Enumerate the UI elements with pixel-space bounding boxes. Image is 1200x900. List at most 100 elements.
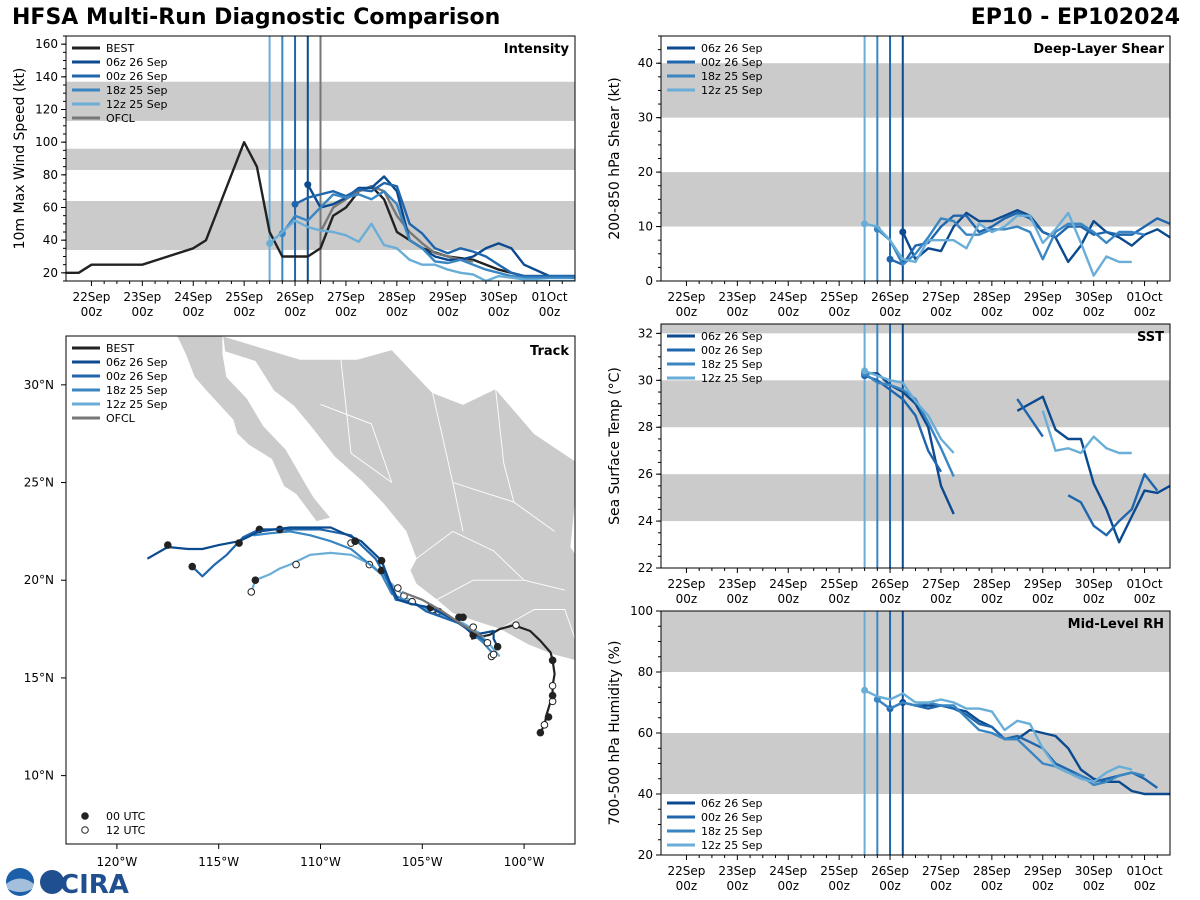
intensity-xtick-hour-7: 00z [437, 305, 459, 319]
cira-logo-text: CIRA [60, 870, 129, 900]
intensity-ytick-label-7: 160 [35, 37, 58, 51]
intensity-xtick-day-1: 23Sep [123, 290, 161, 304]
cira-logo: CIRA [6, 868, 129, 900]
storm-id: EP10 - EP102024 [970, 5, 1180, 30]
shear-series-start-3 [861, 220, 869, 228]
sst-xtick-day-3: 25Sep [820, 577, 858, 591]
shear-xtick-day-0: 22Sep [668, 290, 706, 304]
intensity-legend-label-4: 12z 25 Sep [106, 98, 168, 111]
shear-series-start-0 [899, 228, 907, 236]
shear-xtick-day-5: 27Sep [922, 290, 960, 304]
sst-xtick-day-6: 28Sep [973, 577, 1011, 591]
sst-ytick-label-2: 26 [638, 467, 653, 481]
track-marker-legend-symbol-1 [81, 826, 89, 834]
rh-xtick-day-2: 24Sep [769, 864, 807, 878]
rh-ytick-label-4: 100 [630, 604, 653, 618]
sst-xtick-hour-7: 00z [1032, 592, 1054, 606]
sst-band-2 [661, 324, 1170, 334]
intensity-xtick-day-5: 27Sep [327, 290, 365, 304]
rh-ytick-label-0: 20 [638, 848, 653, 862]
intensity-series-4 [281, 190, 575, 279]
rh-xtick-day-3: 25Sep [820, 864, 858, 878]
track-marker [512, 621, 520, 629]
rh-xtick-hour-8: 00z [1083, 879, 1105, 893]
intensity-xtick-hour-2: 00z [182, 305, 204, 319]
intensity-xtick-day-9: 01Oct [532, 290, 568, 304]
sst-xtick-day-7: 29Sep [1024, 577, 1062, 591]
shear-ytick-label-2: 20 [638, 165, 653, 179]
rh-legend-label-2: 18z 25 Sep [701, 825, 763, 838]
shear-band-1 [661, 63, 1170, 118]
track-marker [483, 638, 492, 647]
shear-xtick-day-9: 01Oct [1127, 290, 1163, 304]
track-ytick-label-1: 15°N [24, 671, 54, 685]
intensity-ytick-label-1: 40 [43, 233, 58, 247]
sst-series-start-6 [861, 367, 869, 375]
rh-band-0 [661, 733, 1170, 794]
shear-xtick-hour-4: 00z [879, 305, 901, 319]
intensity-legend-label-0: BEST [106, 42, 134, 55]
sst-panel: 22242628303222Sep00z23Sep00z24Sep00z25Se… [607, 323, 1171, 606]
cira-emblem [40, 870, 64, 894]
rh-band-1 [661, 611, 1170, 672]
intensity-xtick-day-4: 26Sep [276, 290, 314, 304]
shear-xtick-day-2: 24Sep [769, 290, 807, 304]
track-marker [536, 728, 545, 737]
sst-xtick-hour-3: 00z [828, 592, 850, 606]
intensity-series-start-2 [304, 181, 312, 189]
intensity-series-3 [294, 181, 575, 278]
shear-legend-label-3: 12z 25 Sep [701, 84, 763, 97]
intensity-ytick-label-3: 80 [43, 168, 58, 182]
sst-xtick-hour-5: 00z [930, 592, 952, 606]
shear-xtick-hour-5: 00z [930, 305, 952, 319]
state-border-6 [499, 609, 575, 639]
shear-xtick-day-6: 28Sep [973, 290, 1011, 304]
intensity-xtick-hour-1: 00z [132, 305, 154, 319]
shear-ytick-label-0: 0 [645, 274, 653, 288]
rh-xtick-day-9: 01Oct [1127, 864, 1163, 878]
shear-xtick-day-1: 23Sep [718, 290, 756, 304]
shear-xtick-day-4: 26Sep [871, 290, 909, 304]
track-marker [235, 539, 243, 547]
sst-xtick-day-5: 27Sep [922, 577, 960, 591]
shear-ytick-label-4: 40 [638, 56, 653, 70]
intensity-series-start-5 [266, 239, 274, 247]
shear-series-3 [864, 211, 1132, 277]
shear-legend-label-2: 18z 25 Sep [701, 70, 763, 83]
intensity-ylabel: 10m Max Wind Speed (kt) [12, 68, 28, 250]
sst-series-1 [1016, 395, 1170, 544]
rh-ylabel: 700-500 hPa Humidity (%) [607, 641, 623, 826]
state-border-4 [415, 530, 525, 581]
track-marker [351, 537, 359, 545]
rh-xtick-hour-6: 00z [981, 879, 1003, 893]
sst-xtick-hour-8: 00z [1083, 592, 1105, 606]
track-marker [548, 681, 557, 690]
shear-xtick-hour-1: 00z [727, 305, 749, 319]
intensity-xtick-hour-0: 00z [81, 305, 103, 319]
sst-ylabel: Sea Surface Temp (°C) [607, 367, 623, 525]
intensity-panel: 2040608010012014016022Sep00z23Sep00z24Se… [12, 35, 576, 319]
intensity-ytick-label-4: 100 [35, 135, 58, 149]
sst-ytick-label-4: 30 [638, 373, 653, 387]
state-border-7 [320, 403, 393, 483]
intensity-ytick-label-2: 60 [43, 201, 58, 215]
track-marker [489, 650, 498, 659]
track-marker [188, 562, 197, 571]
rh-legend-label-0: 06z 26 Sep [701, 797, 763, 810]
track-marker [493, 642, 502, 651]
track-marker [548, 691, 557, 700]
rh-ytick-label-2: 60 [638, 726, 653, 740]
track-marker-legend-label-1: 12 UTC [106, 824, 146, 837]
intensity-series-5 [268, 219, 575, 281]
intensity-xtick-day-7: 29Sep [429, 290, 467, 304]
track-marker-legend-label-0: 00 UTC [106, 810, 146, 823]
sst-series-6 [864, 369, 955, 454]
sst-ytick-label-3: 28 [638, 420, 653, 434]
sst-xtick-day-1: 23Sep [718, 577, 756, 591]
sst-xtick-day-9: 01Oct [1127, 577, 1163, 591]
rh-xtick-hour-0: 00z [676, 879, 698, 893]
shear-xtick-hour-6: 00z [981, 305, 1003, 319]
track-marker [251, 576, 260, 585]
rh-series-3 [864, 689, 1133, 783]
